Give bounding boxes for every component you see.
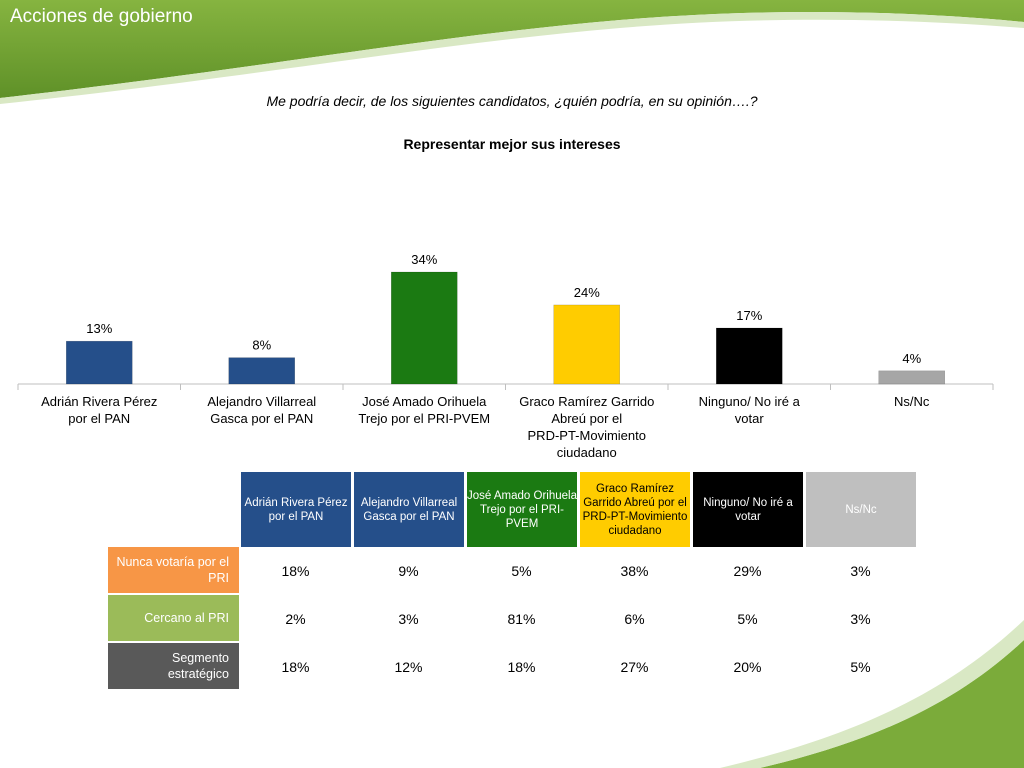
table-cell: 3% [398, 611, 419, 627]
segment-table: Adrián Rivera Pérez por el PAN Alejandro … [108, 472, 917, 691]
table-cell: 18% [281, 563, 310, 579]
table-cell: 29% [733, 563, 762, 579]
table-row-label: Cercano al PRI [108, 595, 239, 643]
table-row-label: Segmento estratégico [108, 643, 239, 691]
data-label: 34% [411, 252, 437, 267]
category-label: Graco Ramírez Garrido Abreú por el PRD-PT-… [519, 394, 654, 460]
table-column-header: José Amado Orihuela Trejo por el PRI-PVE… [465, 472, 578, 547]
table-column-header: Ns/Nc [804, 472, 917, 547]
table-cell: 9% [398, 563, 419, 579]
category-label: José Amado Orihuela Trejo por el PRI-PVEM [358, 394, 490, 426]
bar [228, 357, 295, 385]
data-label: 24% [574, 285, 600, 300]
bar [66, 340, 133, 385]
slide-title: Acciones de gobierno [10, 6, 193, 27]
table-cell: 5% [737, 611, 758, 627]
bar-chart: 13% 8% 34% 24% 17% 4% Adrián Rivera Pérez por e… [17, 252, 994, 460]
bar [878, 370, 945, 385]
category-label: Ns/Nc [894, 394, 930, 409]
category-label: Alejandro Villarreal Gasca por el PAN [207, 394, 316, 426]
table-cell: 5% [511, 563, 532, 579]
survey-question: Me podría decir, de los siguientes candi… [266, 93, 758, 109]
table-corner [108, 472, 239, 547]
table-row: Segmento estratégico 18% 12% 18% 27% 20% 5% [108, 643, 917, 691]
table-cell: 38% [620, 563, 649, 579]
table-column-header: Ninguno/ No iré a votar [691, 472, 804, 547]
data-label: 8% [252, 338, 271, 353]
table-cell: 12% [394, 659, 423, 675]
category-label: Ninguno/ No iré a votar [699, 394, 801, 426]
table-cell: 27% [620, 659, 649, 675]
table-row: Nunca votaría por el PRI 18% 9% 5% 38% 29% 3% [108, 547, 917, 595]
bar [391, 271, 458, 385]
table-cell: 81% [507, 611, 536, 627]
bar [716, 327, 783, 385]
data-label: 13% [86, 321, 112, 336]
data-label: 17% [736, 308, 762, 323]
data-label: 4% [902, 351, 921, 366]
table-cell: 18% [281, 659, 310, 675]
table-cell: 5% [850, 659, 871, 675]
table-cell: 2% [285, 611, 306, 627]
bar [553, 304, 620, 385]
table-column-header: Adrián Rivera Pérez por el PAN [239, 472, 352, 547]
table-column-header: Alejandro Villarreal Gasca por el PAN [352, 472, 465, 547]
chart-title: Representar mejor sus intereses [403, 136, 621, 152]
table-cell: 3% [850, 563, 871, 579]
header-banner [0, 0, 1024, 104]
table-row: Cercano al PRI 2% 3% 81% 6% 5% 3% [108, 595, 917, 643]
category-label: Adrián Rivera Pérez por el PAN [41, 394, 157, 426]
table-cell: 18% [507, 659, 536, 675]
table-cell: 6% [624, 611, 645, 627]
table-column-header: Graco Ramírez Garrido Abreú por el PRD-P… [578, 472, 691, 547]
table-cell: 20% [733, 659, 762, 675]
table-row-label: Nunca votaría por el PRI [108, 547, 239, 595]
table-header-row: Adrián Rivera Pérez por el PAN Alejandro … [108, 472, 917, 547]
table-cell: 3% [850, 611, 871, 627]
